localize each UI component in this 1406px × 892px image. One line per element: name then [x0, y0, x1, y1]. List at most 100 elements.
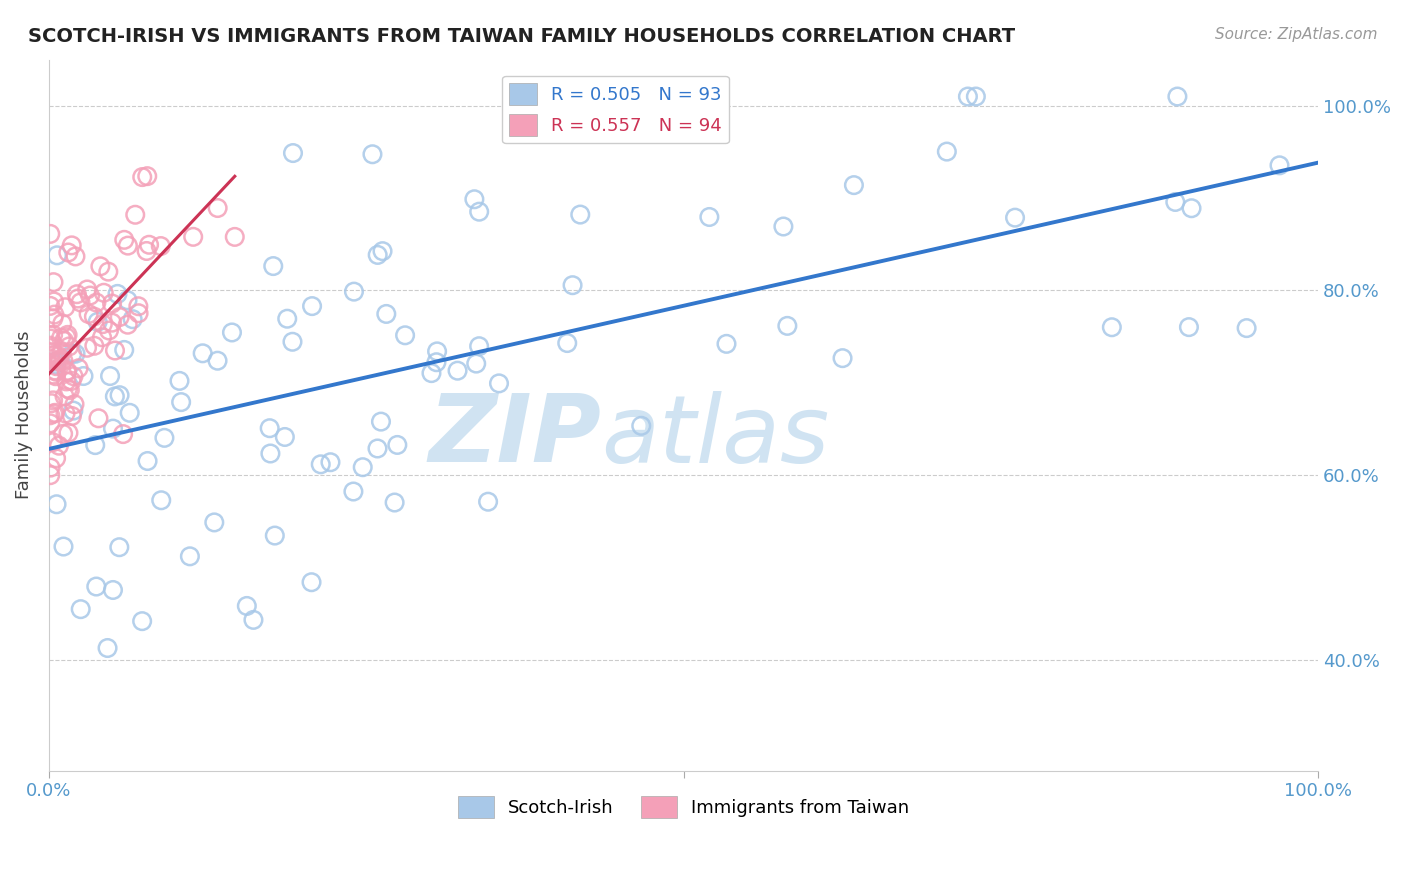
Point	[488, 376, 510, 391]
Point	[39, 299, 62, 313]
Point	[561, 278, 583, 293]
Point	[108, 540, 131, 554]
Point	[53, 334, 76, 348]
Point	[76, 341, 98, 355]
Point	[716, 336, 738, 351]
Point	[202, 516, 225, 530]
Text: Source: ZipAtlas.com: Source: ZipAtlas.com	[1215, 27, 1378, 42]
Point	[89, 260, 111, 274]
Point	[367, 248, 389, 262]
Point	[281, 146, 304, 161]
Point	[93, 285, 115, 300]
Point	[370, 415, 392, 429]
Point	[136, 454, 159, 468]
Point	[39, 409, 62, 423]
Point	[425, 355, 447, 369]
Point	[262, 259, 284, 273]
Legend: Scotch-Irish, Immigrants from Taiwan: Scotch-Irish, Immigrants from Taiwan	[450, 789, 917, 826]
Point	[49, 354, 72, 368]
Point	[371, 244, 394, 259]
Point	[76, 283, 98, 297]
Point	[343, 285, 366, 299]
Point	[67, 361, 90, 376]
Point	[630, 418, 652, 433]
Point	[56, 364, 79, 378]
Point	[104, 389, 127, 403]
Point	[45, 358, 67, 372]
Point	[55, 407, 77, 421]
Point	[1164, 194, 1187, 209]
Point	[42, 407, 65, 421]
Point	[263, 528, 285, 542]
Point	[91, 330, 114, 344]
Point	[1180, 201, 1202, 215]
Point	[772, 219, 794, 234]
Point	[342, 484, 364, 499]
Point	[468, 204, 491, 219]
Point	[463, 192, 485, 206]
Point	[39, 417, 62, 431]
Point	[956, 89, 979, 103]
Point	[55, 330, 77, 344]
Point	[112, 233, 135, 247]
Point	[426, 344, 449, 359]
Point	[274, 430, 297, 444]
Point	[44, 308, 66, 322]
Point	[108, 388, 131, 402]
Point	[1004, 211, 1026, 225]
Point	[169, 374, 191, 388]
Point	[131, 170, 153, 185]
Point	[301, 299, 323, 313]
Point	[98, 369, 121, 384]
Point	[62, 369, 84, 384]
Point	[191, 346, 214, 360]
Point	[468, 339, 491, 353]
Point	[375, 307, 398, 321]
Point	[117, 318, 139, 332]
Point	[101, 296, 124, 310]
Point	[44, 363, 66, 377]
Point	[394, 328, 416, 343]
Point	[58, 339, 80, 353]
Point	[301, 575, 323, 590]
Point	[101, 422, 124, 436]
Point	[150, 493, 173, 508]
Point	[1268, 158, 1291, 172]
Point	[259, 421, 281, 435]
Point	[121, 312, 143, 326]
Point	[352, 460, 374, 475]
Point	[276, 311, 298, 326]
Point	[97, 265, 120, 279]
Point	[281, 334, 304, 349]
Point	[44, 369, 66, 384]
Point	[44, 354, 66, 368]
Point	[45, 365, 67, 379]
Point	[53, 300, 76, 314]
Point	[384, 495, 406, 509]
Point	[60, 238, 83, 252]
Point	[51, 317, 73, 331]
Point	[309, 458, 332, 472]
Point	[39, 341, 62, 355]
Point	[42, 275, 65, 289]
Point	[477, 494, 499, 508]
Point	[224, 230, 246, 244]
Point	[831, 351, 853, 366]
Point	[60, 374, 83, 388]
Point	[56, 382, 79, 396]
Point	[45, 359, 67, 373]
Point	[66, 292, 89, 306]
Point	[42, 393, 65, 408]
Point	[98, 324, 121, 338]
Point	[77, 307, 100, 321]
Point	[60, 409, 83, 423]
Point	[41, 396, 63, 410]
Point	[236, 599, 259, 613]
Point	[242, 613, 264, 627]
Point	[39, 351, 62, 366]
Point	[39, 345, 62, 359]
Point	[55, 375, 77, 389]
Point	[42, 327, 65, 342]
Point	[91, 317, 114, 331]
Point	[65, 249, 87, 263]
